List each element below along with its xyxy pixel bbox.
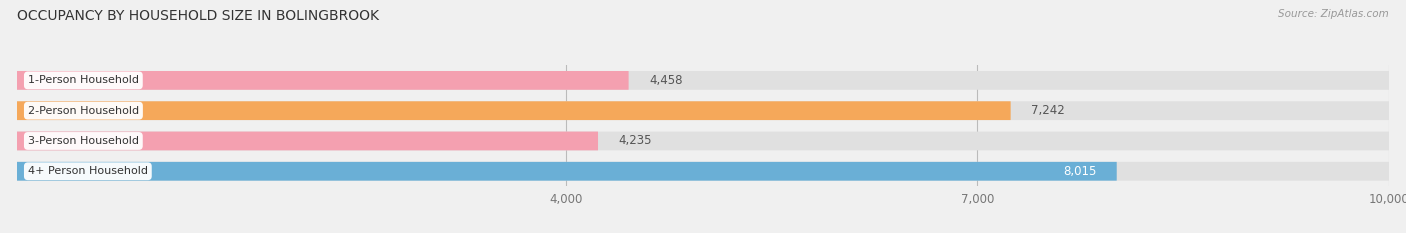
Text: Source: ZipAtlas.com: Source: ZipAtlas.com xyxy=(1278,9,1389,19)
FancyBboxPatch shape xyxy=(17,162,1116,181)
FancyBboxPatch shape xyxy=(17,101,1011,120)
Text: 4,235: 4,235 xyxy=(619,134,652,147)
FancyBboxPatch shape xyxy=(17,132,598,150)
Text: OCCUPANCY BY HOUSEHOLD SIZE IN BOLINGBROOK: OCCUPANCY BY HOUSEHOLD SIZE IN BOLINGBRO… xyxy=(17,9,378,23)
Text: 3-Person Household: 3-Person Household xyxy=(28,136,139,146)
Text: 8,015: 8,015 xyxy=(1063,165,1097,178)
Text: 7,242: 7,242 xyxy=(1031,104,1064,117)
FancyBboxPatch shape xyxy=(17,71,1389,90)
FancyBboxPatch shape xyxy=(17,132,1389,150)
Text: 2-Person Household: 2-Person Household xyxy=(28,106,139,116)
Text: 4,458: 4,458 xyxy=(650,74,683,87)
FancyBboxPatch shape xyxy=(17,71,628,90)
Text: 1-Person Household: 1-Person Household xyxy=(28,75,139,85)
FancyBboxPatch shape xyxy=(17,162,1389,181)
Text: 4+ Person Household: 4+ Person Household xyxy=(28,166,148,176)
FancyBboxPatch shape xyxy=(17,101,1389,120)
